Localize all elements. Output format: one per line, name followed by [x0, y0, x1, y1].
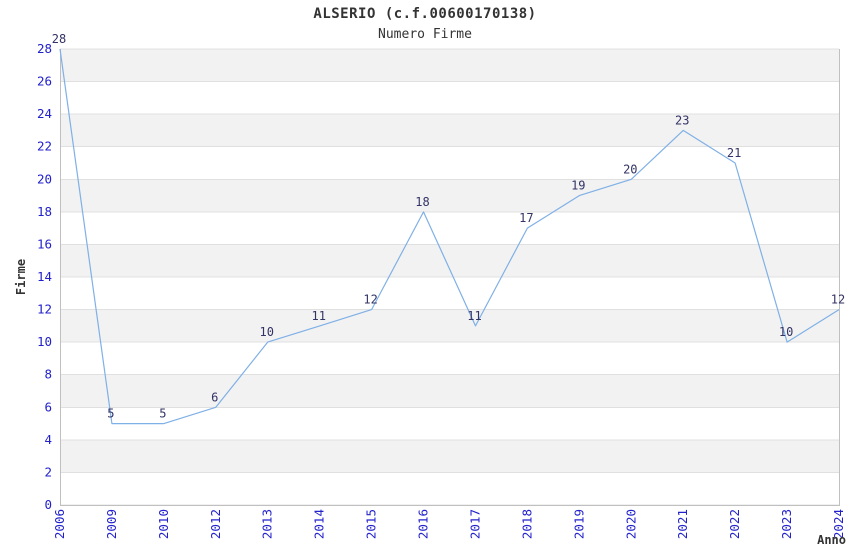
x-tick-label: 2010 — [156, 509, 171, 539]
point-label: 28 — [52, 32, 66, 46]
point-label: 12 — [363, 293, 377, 307]
point-label: 20 — [623, 162, 637, 176]
series-line — [59, 48, 840, 425]
point-label: 5 — [159, 407, 166, 421]
plot-band — [60, 309, 839, 343]
y-tick-label: 26 — [37, 74, 52, 89]
x-tick-label: 2022 — [727, 509, 742, 539]
x-tick-label: 2020 — [623, 509, 638, 539]
point-label: 17 — [519, 211, 533, 225]
point-label: 11 — [311, 309, 325, 323]
x-tick-label: 2014 — [312, 509, 327, 539]
y-tick-label: 4 — [44, 432, 52, 447]
x-tick-label: 2019 — [571, 509, 586, 539]
plot-band — [60, 439, 839, 473]
chart-subtitle: Numero Firme — [378, 27, 472, 42]
point-label: 18 — [415, 195, 429, 209]
plot-band — [60, 244, 839, 277]
plot-band — [60, 374, 839, 408]
plot-band — [60, 49, 839, 82]
y-tick-label: 28 — [37, 41, 52, 56]
x-tick-label: 2013 — [260, 509, 275, 539]
plot-band — [60, 114, 839, 147]
y-tick-label: 6 — [44, 399, 52, 414]
y-tick-label: 18 — [37, 204, 52, 219]
x-tick-label: 2015 — [364, 509, 379, 539]
x-tick-label: 2006 — [52, 509, 67, 539]
x-axis-title: Anno — [817, 533, 846, 547]
point-label: 11 — [467, 309, 481, 323]
y-tick-label: 14 — [37, 269, 52, 284]
y-tick-label: 12 — [37, 302, 52, 317]
x-tick-label: 2018 — [519, 509, 534, 539]
y-axis-title: Firme — [14, 259, 28, 295]
chart-title: ALSERIO (c.f.00600170138) — [313, 6, 537, 22]
x-tick-label: 2023 — [779, 509, 794, 539]
y-tick-label: 20 — [37, 171, 52, 186]
x-tick-label: 2021 — [675, 509, 690, 539]
point-label: 10 — [779, 325, 793, 339]
y-tick-label: 22 — [37, 139, 52, 154]
point-label: 5 — [107, 407, 114, 421]
x-tick-label: 2017 — [468, 509, 483, 539]
point-label: 12 — [831, 293, 845, 307]
x-tick-label: 2024 — [831, 509, 846, 539]
y-tick-label: 8 — [44, 367, 52, 382]
y-tick-label: 2 — [44, 464, 52, 479]
point-label: 19 — [571, 179, 585, 193]
x-tick-label: 2012 — [208, 509, 223, 539]
y-tick-label: 24 — [37, 106, 52, 121]
x-tick-label: 2009 — [104, 509, 119, 539]
y-tick-label: 10 — [37, 334, 52, 349]
y-tick-label: 16 — [37, 236, 52, 251]
point-label: 21 — [727, 146, 741, 160]
x-tick-label: 2016 — [416, 509, 431, 539]
point-label: 23 — [675, 113, 689, 127]
point-label: 6 — [211, 390, 218, 404]
y-tick-label: 0 — [44, 497, 52, 512]
point-label: 10 — [259, 325, 273, 339]
plot-band — [60, 179, 839, 212]
